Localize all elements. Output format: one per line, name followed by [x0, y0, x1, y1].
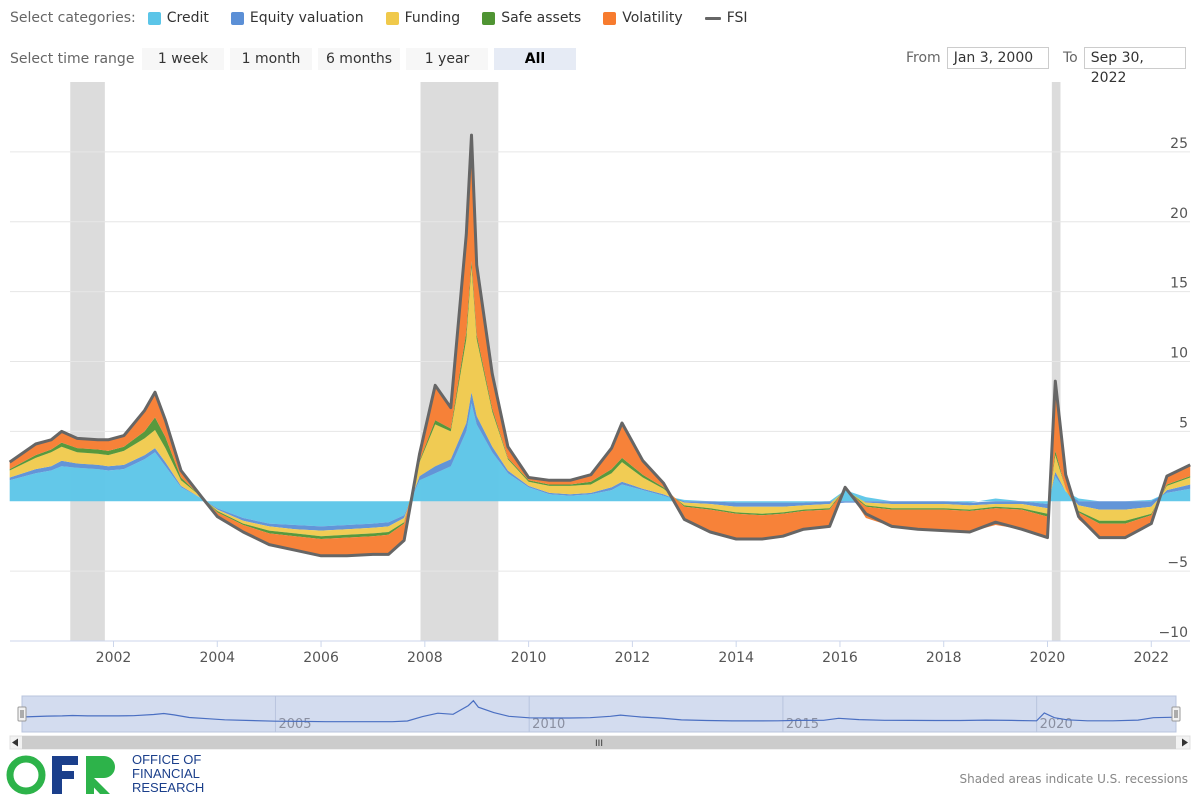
range-button-1-year[interactable]: 1 year — [406, 48, 488, 70]
legend-item-label: Credit — [166, 10, 209, 26]
range-button-all[interactable]: All — [494, 48, 576, 70]
ofr-logo-mark — [6, 755, 115, 795]
fsi-line — [8, 133, 1191, 558]
scrollbar-grip-icon: III — [595, 739, 603, 749]
navigator[interactable]: 2005 2010 2015 2020 III — [0, 690, 1200, 752]
x-tick-label: 2006 — [303, 650, 339, 666]
funding-swatch-icon — [385, 11, 399, 25]
x-tick-label: 2002 — [96, 650, 132, 666]
safe-assets-swatch-icon — [482, 11, 496, 25]
legend: Select categories: Credit Equity valuati… — [10, 6, 770, 30]
legend-item-label: Safe assets — [501, 10, 582, 26]
scrollbar-thumb[interactable] — [22, 736, 1176, 749]
to-label: To — [1063, 50, 1078, 66]
series-area-funding — [9, 266, 1191, 537]
range-button-1-month[interactable]: 1 month — [230, 48, 312, 70]
y-tick-label: 25 — [1170, 136, 1188, 152]
volatility-swatch-icon — [603, 11, 617, 25]
range-button-1-week[interactable]: 1 week — [142, 48, 224, 70]
y-tick-label: 20 — [1170, 206, 1188, 222]
navigator-handle-icon[interactable] — [1171, 706, 1181, 722]
ofr-name-line: FINANCIAL — [132, 766, 200, 781]
navigator-selection — [21, 695, 1177, 733]
from-date-group: From Jan 3, 2000 — [906, 47, 1049, 69]
y-tick-label: −5 — [1167, 555, 1188, 571]
legend-item-funding[interactable]: Funding — [385, 10, 461, 26]
series-area-volatility — [9, 135, 1191, 556]
range-button-6-months[interactable]: 6 months — [318, 48, 400, 70]
legend-item-safe-assets[interactable]: Safe assets — [482, 10, 581, 26]
to-date-group: To Sep 30, 2022 — [1063, 47, 1186, 86]
x-tick-label: 2018 — [926, 650, 962, 666]
legend-item-equity-valuation[interactable]: Equity valuation — [230, 10, 364, 26]
x-tick-label: 2016 — [822, 650, 858, 666]
x-tick-label: 2010 — [511, 650, 547, 666]
y-tick-label: 5 — [1179, 415, 1188, 431]
ofr-name-line: OFFICE OF — [132, 752, 202, 767]
credit-swatch-icon — [147, 11, 161, 25]
to-date-input[interactable]: Sep 30, 2022 — [1083, 47, 1186, 86]
recession-footnote: Shaded areas indicate U.S. recessions — [959, 772, 1189, 786]
equity-valuation-swatch-icon — [230, 11, 244, 25]
fsi-chart[interactable]: −10 −5 5 10 15 20 25 2002 2004 2006 2008 2010 2012 20… — [0, 80, 1200, 685]
legend-item-label: Volatility — [622, 10, 683, 26]
range-selector: Select time range 1 week 1 month 6 month… — [10, 46, 582, 72]
navigator-year-label: 2015 — [786, 717, 819, 732]
x-tick-label: 2022 — [1133, 650, 1169, 666]
navigator-handle-icon[interactable] — [17, 706, 27, 722]
y-tick-label: −10 — [1158, 625, 1188, 641]
navigator-fsi-line — [21, 699, 1177, 723]
ofr-name-line: RESEARCH — [132, 780, 205, 795]
navigator-year-label: 2010 — [532, 717, 565, 732]
scroll-left-arrow-icon[interactable] — [12, 738, 18, 747]
ofr-logo: OFFICE OF FINANCIAL RESEARCH — [6, 752, 204, 796]
legend-item-volatility[interactable]: Volatility — [603, 10, 683, 26]
legend-item-label: FSI — [726, 10, 748, 26]
x-tick-label: 2004 — [199, 650, 235, 666]
fsi-line-swatch-icon — [704, 16, 721, 20]
legend-item-credit[interactable]: Credit — [147, 10, 209, 26]
y-tick-label: 15 — [1170, 276, 1188, 292]
y-tick-label: 10 — [1170, 346, 1188, 362]
legend-item-fsi[interactable]: FSI — [704, 10, 748, 26]
scroll-right-arrow-icon[interactable] — [1182, 738, 1188, 747]
x-tick-label: 2014 — [718, 650, 754, 666]
legend-title: Select categories: — [10, 10, 136, 26]
legend-item-label: Equity valuation — [249, 10, 364, 26]
x-tick-label: 2020 — [1030, 650, 1066, 666]
navigator-year-label: 2020 — [1040, 717, 1073, 732]
x-tick-label: 2008 — [407, 650, 443, 666]
legend-item-label: Funding — [404, 10, 461, 26]
navigator-year-label: 2005 — [278, 717, 311, 732]
x-tick-label: 2012 — [615, 650, 651, 666]
ofr-name: OFFICE OF FINANCIAL RESEARCH — [132, 753, 204, 795]
from-date-input[interactable]: Jan 3, 2000 — [946, 47, 1049, 69]
range-selector-title: Select time range — [10, 51, 135, 67]
from-label: From — [906, 50, 941, 66]
